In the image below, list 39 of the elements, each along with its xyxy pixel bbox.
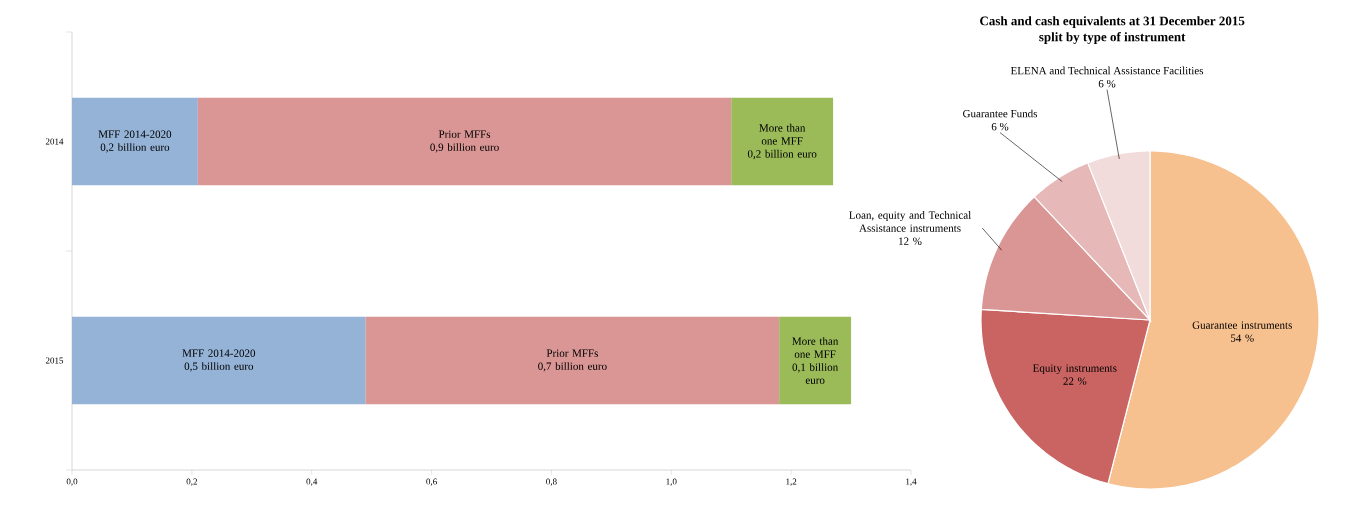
slice-label: Guarantee Funds (963, 109, 1038, 118)
y-tick-label: 2014 (45, 138, 64, 145)
series-label: More than one MFF (792, 337, 839, 358)
bar (365, 316, 780, 405)
data-label: 22 % (1063, 377, 1087, 385)
x-tick-label: 0,6 (426, 478, 437, 486)
x-tick-label: 1,4 (906, 478, 917, 486)
x-tick-label: 0,2 (186, 478, 197, 486)
x-tick-label: 0,4 (306, 478, 318, 486)
x-tick-label: 0,0 (66, 478, 78, 486)
slice-label: Loan, equity and Technical Assistance instruments (849, 211, 971, 232)
series-label: Prior MFFs (546, 349, 598, 357)
data-label: 0,9 billion euro (430, 143, 499, 153)
data-label: 6 % (991, 122, 1009, 131)
bar (72, 97, 198, 186)
bar (731, 97, 834, 186)
x-tick-label: 0,8 (546, 478, 557, 486)
data-label: 0,2 billion euro (100, 143, 170, 153)
slice-label: Equity instruments (1032, 364, 1117, 375)
text: Prior MFFs (438, 130, 491, 138)
data-label: 54 % (1230, 334, 1254, 342)
bar (779, 316, 852, 405)
text: MFF 2014-2020 (182, 349, 256, 357)
bar (72, 316, 366, 405)
text: More than one MFF (759, 123, 806, 145)
data-label: 0,2 billion euro (747, 149, 817, 160)
x-tick-label: 1,0 (666, 478, 677, 486)
chart-title: Cash and cash equivalents at 31 December 2015 split by type of instrument (980, 16, 1245, 44)
y-tick-label: 2015 (45, 357, 64, 364)
slice-label: Guarantee instruments (1192, 321, 1292, 329)
data-label: 6 % (1098, 79, 1116, 88)
data-label: 12 % (899, 237, 922, 245)
slice-label: ELENA and Technical Assistance Facilities (1010, 66, 1204, 75)
x-tick-label: 1,2 (786, 478, 797, 486)
bar (197, 97, 732, 186)
data-label: 0,1 billion euro (792, 363, 839, 384)
data-label: 0,5 billion euro (184, 362, 254, 372)
data-label: 0,7 billion euro (538, 362, 607, 372)
series-label: MFF 2014-2020 (98, 130, 172, 138)
